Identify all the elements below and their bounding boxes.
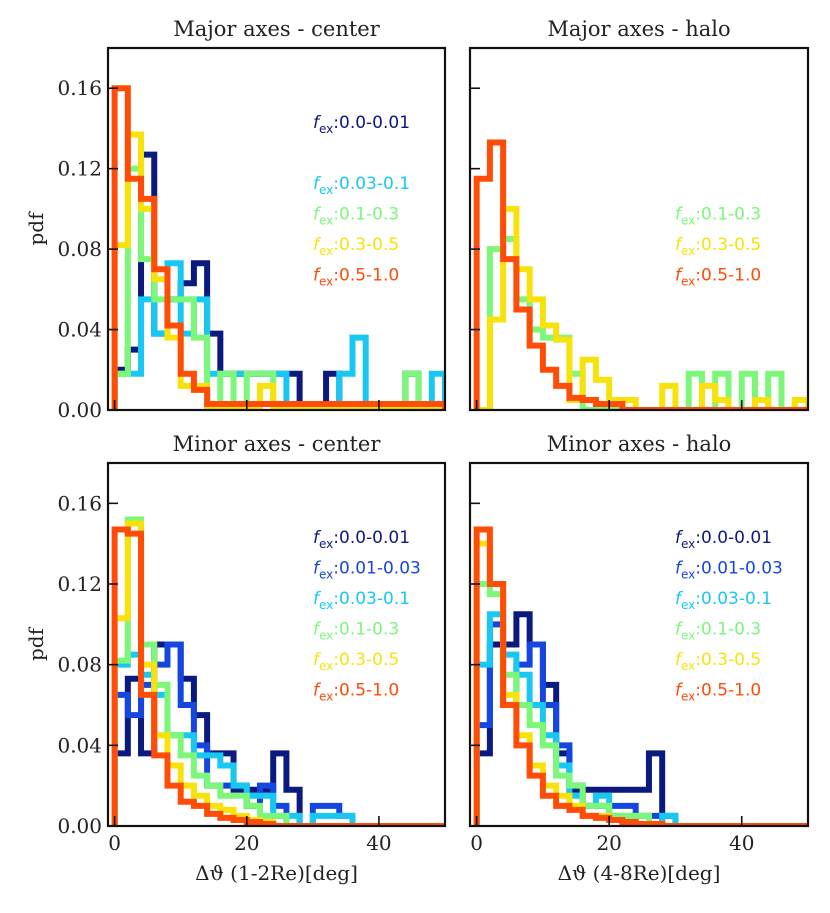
- hist-series-0-0-0-01: [473, 611, 808, 826]
- hist-series-0-5-1-0: [111, 526, 445, 826]
- legend-entry-0-3-0-5: fex:0.3-0.5: [675, 235, 761, 258]
- panel-minor-axes-halo: Minor axes - halo 0 20 40 Δϑ (4-8Re)[deg] fex…: [468, 432, 810, 885]
- x-tick-label: 20: [234, 831, 259, 855]
- hist-series-0-3-0-5: [476, 205, 808, 410]
- panel-major-axes-halo: Major axes - halofex:0.1-0.3fex:0.3-0.5f…: [468, 17, 810, 412]
- hist-series-0-1-0-3: [476, 236, 808, 410]
- y-tick-label: 0.12: [57, 572, 102, 596]
- legend-entry-0-5-1-0: fex:0.5-1.0: [675, 266, 761, 289]
- legend-entry-0-5-1-0: fex:0.5-1.0: [313, 681, 399, 704]
- x-axis-label: Δϑ (4-8Re)[deg]: [558, 861, 721, 885]
- y-axis-label: pdf: [24, 626, 48, 661]
- histograms-major-axes-halo: [473, 139, 808, 410]
- legend-entry-0-1-0-3: fex:0.1-0.3: [675, 205, 761, 228]
- legend-entry-0-1-0-3: fex:0.1-0.3: [675, 620, 761, 643]
- y-tick-label: 0.00: [57, 398, 102, 422]
- legend-entry-0-0-0-01: fex:0.0-0.01: [675, 528, 772, 551]
- histograms-major-axes-center: [111, 85, 445, 410]
- histograms-minor-axes-center: [111, 516, 445, 826]
- y-tick-label: 0.04: [57, 318, 102, 342]
- legend: fex:0.0-0.01 fex:0.01-0.03 fex:0.03-0.1 fex…: [313, 528, 421, 704]
- legend-entry-0-3-0-5: fex:0.3-0.5: [313, 235, 399, 258]
- legend-entry-0-0-0-01: fex:0.0-0.01: [313, 528, 410, 551]
- y-tick-label: 0.08: [57, 237, 102, 261]
- y-axis-label: pdf: [24, 211, 48, 246]
- plot-frame: [106, 461, 447, 828]
- y-tick-label: 0.00: [57, 814, 102, 838]
- legend-entry-0-5-1-0: fex:0.5-1.0: [675, 681, 761, 704]
- legend: fex:0.0-0.01 fex:0.01-0.03 fex:0.03-0.1 fex…: [675, 528, 783, 704]
- plot-frame: [468, 461, 810, 828]
- panel-title: Major axes - halo: [547, 17, 730, 41]
- x-tick-label: 20: [596, 831, 621, 855]
- legend-entry-0-01-0-03: fex:0.01-0.03: [675, 559, 783, 582]
- hist-series-0-3-0-5: [111, 131, 445, 410]
- legend-entry-0-0-0-01: fex:0.0-0.01: [313, 113, 410, 136]
- plot-frame: [468, 46, 810, 412]
- panel-major-axes-center: Major axes - center 0.00 0.04 0.08 0.12 0.16 p…: [24, 17, 447, 422]
- x-tick-label: 0: [108, 831, 121, 855]
- hist-series-0-5-1-0: [473, 139, 808, 410]
- panel-title: Minor axes - halo: [547, 432, 732, 456]
- legend-entry-0-03-0-1: fex:0.03-0.1: [313, 174, 410, 197]
- legend-entry-0-1-0-3: fex:0.1-0.3: [313, 620, 399, 643]
- legend: fex:0.0-0.01 fex:0.03-0.1 fex:0.1-0.3 fex:0…: [313, 113, 410, 289]
- hist-series-0-5-1-0: [473, 526, 808, 826]
- panel-title: Major axes - center: [173, 17, 380, 41]
- panel-title: Minor axes - center: [173, 432, 382, 456]
- plot-frame: [106, 46, 447, 412]
- legend-entry-0-01-0-03: fex:0.01-0.03: [313, 559, 421, 582]
- legend-entry-0-03-0-1: fex:0.03-0.1: [675, 589, 772, 612]
- y-tick-label: 0.12: [57, 157, 102, 181]
- hist-series-0-1-0-3: [111, 516, 445, 826]
- legend: fex:0.1-0.3 fex:0.3-0.5 fex:0.5-1.0: [675, 205, 761, 289]
- legend-entry-0-3-0-5: fex:0.3-0.5: [313, 650, 399, 673]
- y-tick-label: 0.04: [57, 733, 102, 757]
- legend-entry-0-1-0-3: fex:0.1-0.3: [313, 205, 399, 228]
- hist-series-0-1-0-3: [473, 581, 808, 826]
- panel-minor-axes-center: Minor axes - center 0.00 0.04 0.08 0.12 0.16 0…: [24, 432, 447, 885]
- legend-entry-0-5-1-0: fex:0.5-1.0: [313, 266, 399, 289]
- x-tick-label: 0: [470, 831, 483, 855]
- legend-entry-0-3-0-5: fex:0.3-0.5: [675, 650, 761, 673]
- histograms-minor-axes-halo: [473, 526, 808, 826]
- x-tick-label: 40: [366, 831, 391, 855]
- x-tick-label: 40: [729, 831, 754, 855]
- hist-series-0-03-0-1: [473, 611, 808, 826]
- hist-series-0-5-1-0: [111, 85, 445, 410]
- legend-entry-0-03-0-1: fex:0.03-0.1: [313, 589, 410, 612]
- y-tick-label: 0.16: [57, 76, 102, 100]
- y-tick-label: 0.16: [57, 491, 102, 515]
- x-axis-label: Δϑ (1-2Re)[deg]: [195, 861, 358, 885]
- y-tick-label: 0.08: [57, 653, 102, 677]
